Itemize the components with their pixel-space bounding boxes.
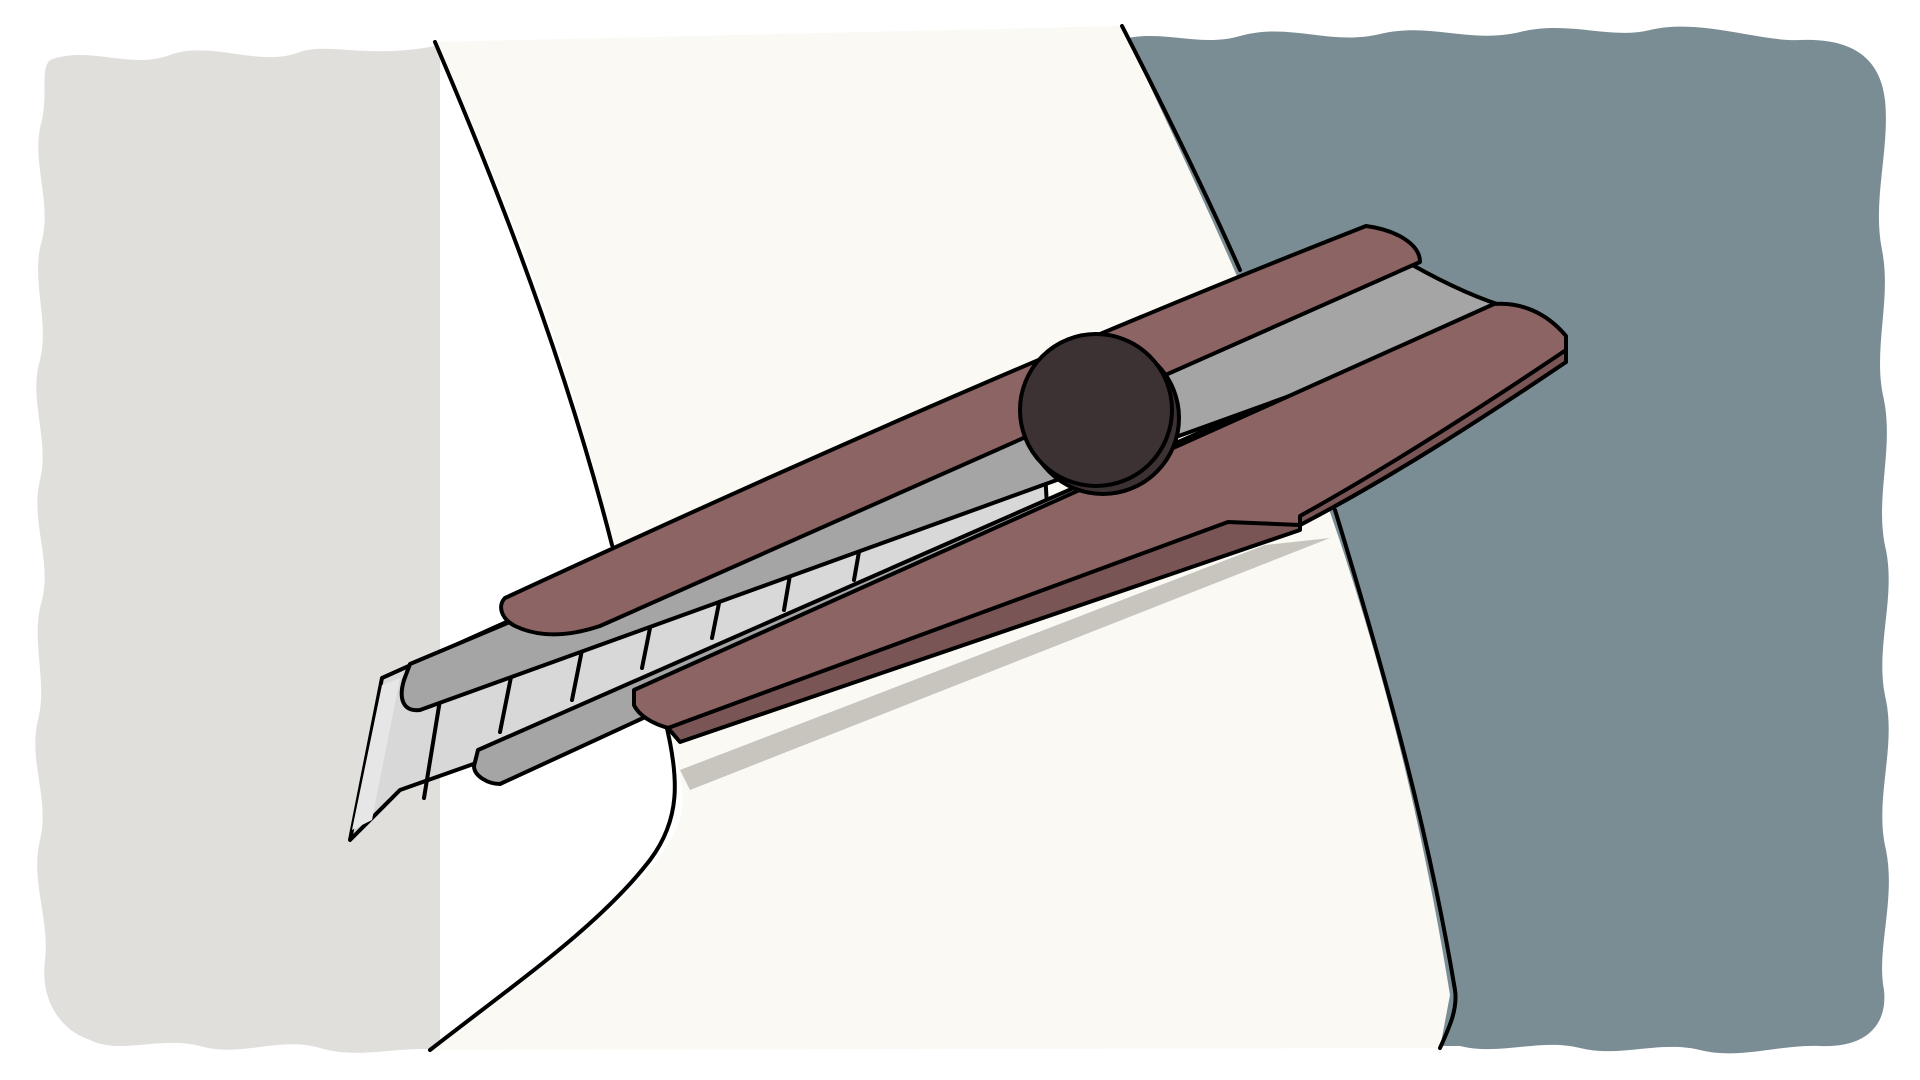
paper-right-lower-edge <box>1333 508 1458 1050</box>
slider-knob-icon <box>1018 332 1181 496</box>
knife-handle-tail-lip <box>1298 348 1568 527</box>
paper-left-lower-edge <box>428 718 677 1052</box>
left-background-panel <box>35 45 440 1053</box>
knife-handle-bottom-lip <box>666 520 1302 744</box>
knife-handle-top <box>499 224 1422 637</box>
paper-left-edge <box>433 40 614 547</box>
slider-knob <box>1018 332 1174 488</box>
blade-score-line <box>422 698 442 800</box>
paper-right-edge <box>1120 24 1242 272</box>
knife-shadow <box>680 538 1330 790</box>
blade-highlight <box>352 678 400 830</box>
